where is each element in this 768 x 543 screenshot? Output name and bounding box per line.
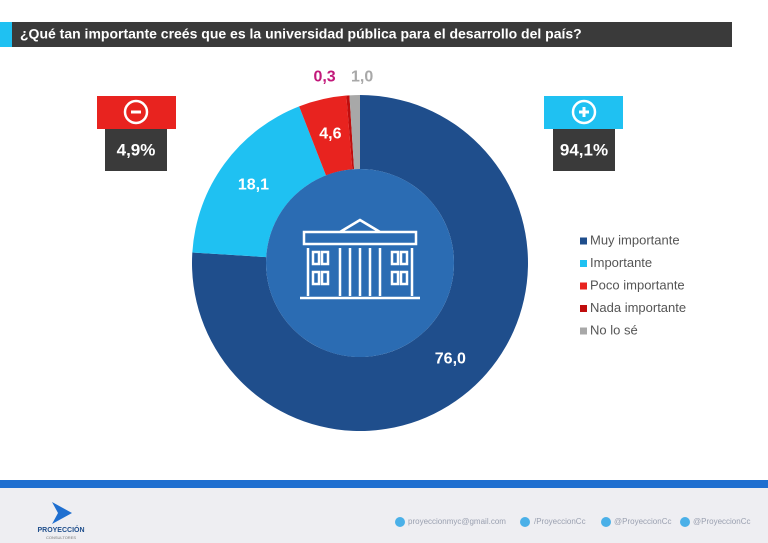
brand-sub: CONSULTORES [46,535,76,540]
donut-segment [299,95,353,176]
data-label: 1,0 [351,68,373,85]
positive-total: 94,1% [560,140,608,159]
building-icon [300,218,420,300]
donut [192,95,528,431]
facebook: /ProyeccionCc [534,517,586,526]
plus-total-box [553,129,615,171]
legend-label: Importante [590,255,652,270]
legend-swatch [580,260,587,267]
twitter-icon [601,517,611,527]
minus-icon [123,99,149,125]
legend-swatch [580,237,587,245]
data-label: 0,3 [313,69,335,86]
plus-sign [579,107,589,117]
donut-segment [349,95,360,170]
plus-icon [571,99,597,125]
legend-label: Poco importante [590,277,685,292]
negative-total: 4,9% [117,140,156,159]
instagram-icon [680,517,690,527]
donut-segment [192,106,326,258]
donut-segment [346,95,355,170]
brand: PROYECCIÓN [37,525,84,534]
title-bar [12,22,732,47]
logo [52,502,72,524]
legend-label: No lo sé [590,322,638,337]
legend-swatch [580,305,587,312]
data-label: 4,6 [319,126,341,143]
data-label: 76,0 [435,350,466,367]
twitter: @ProyeccionCc [614,517,671,526]
data-label: 18,1 [238,176,269,193]
facebook-icon [520,517,530,527]
legend-label: Muy importante [590,232,680,247]
legend-label: Nada importante [590,300,686,315]
email-icon [395,517,405,527]
chart-title: ¿Qué tan importante creés que es la univ… [20,26,582,42]
footer [0,488,768,543]
footer-stripe [0,480,768,488]
minus-total-box [105,129,167,171]
legend-swatch [580,282,587,290]
instagram: @ProyeccionCc [693,517,750,526]
legend-swatch [580,327,587,335]
title-accent [0,22,12,47]
donut-segment [192,95,528,431]
email: proyeccionmyc@gmail.com [408,517,506,526]
